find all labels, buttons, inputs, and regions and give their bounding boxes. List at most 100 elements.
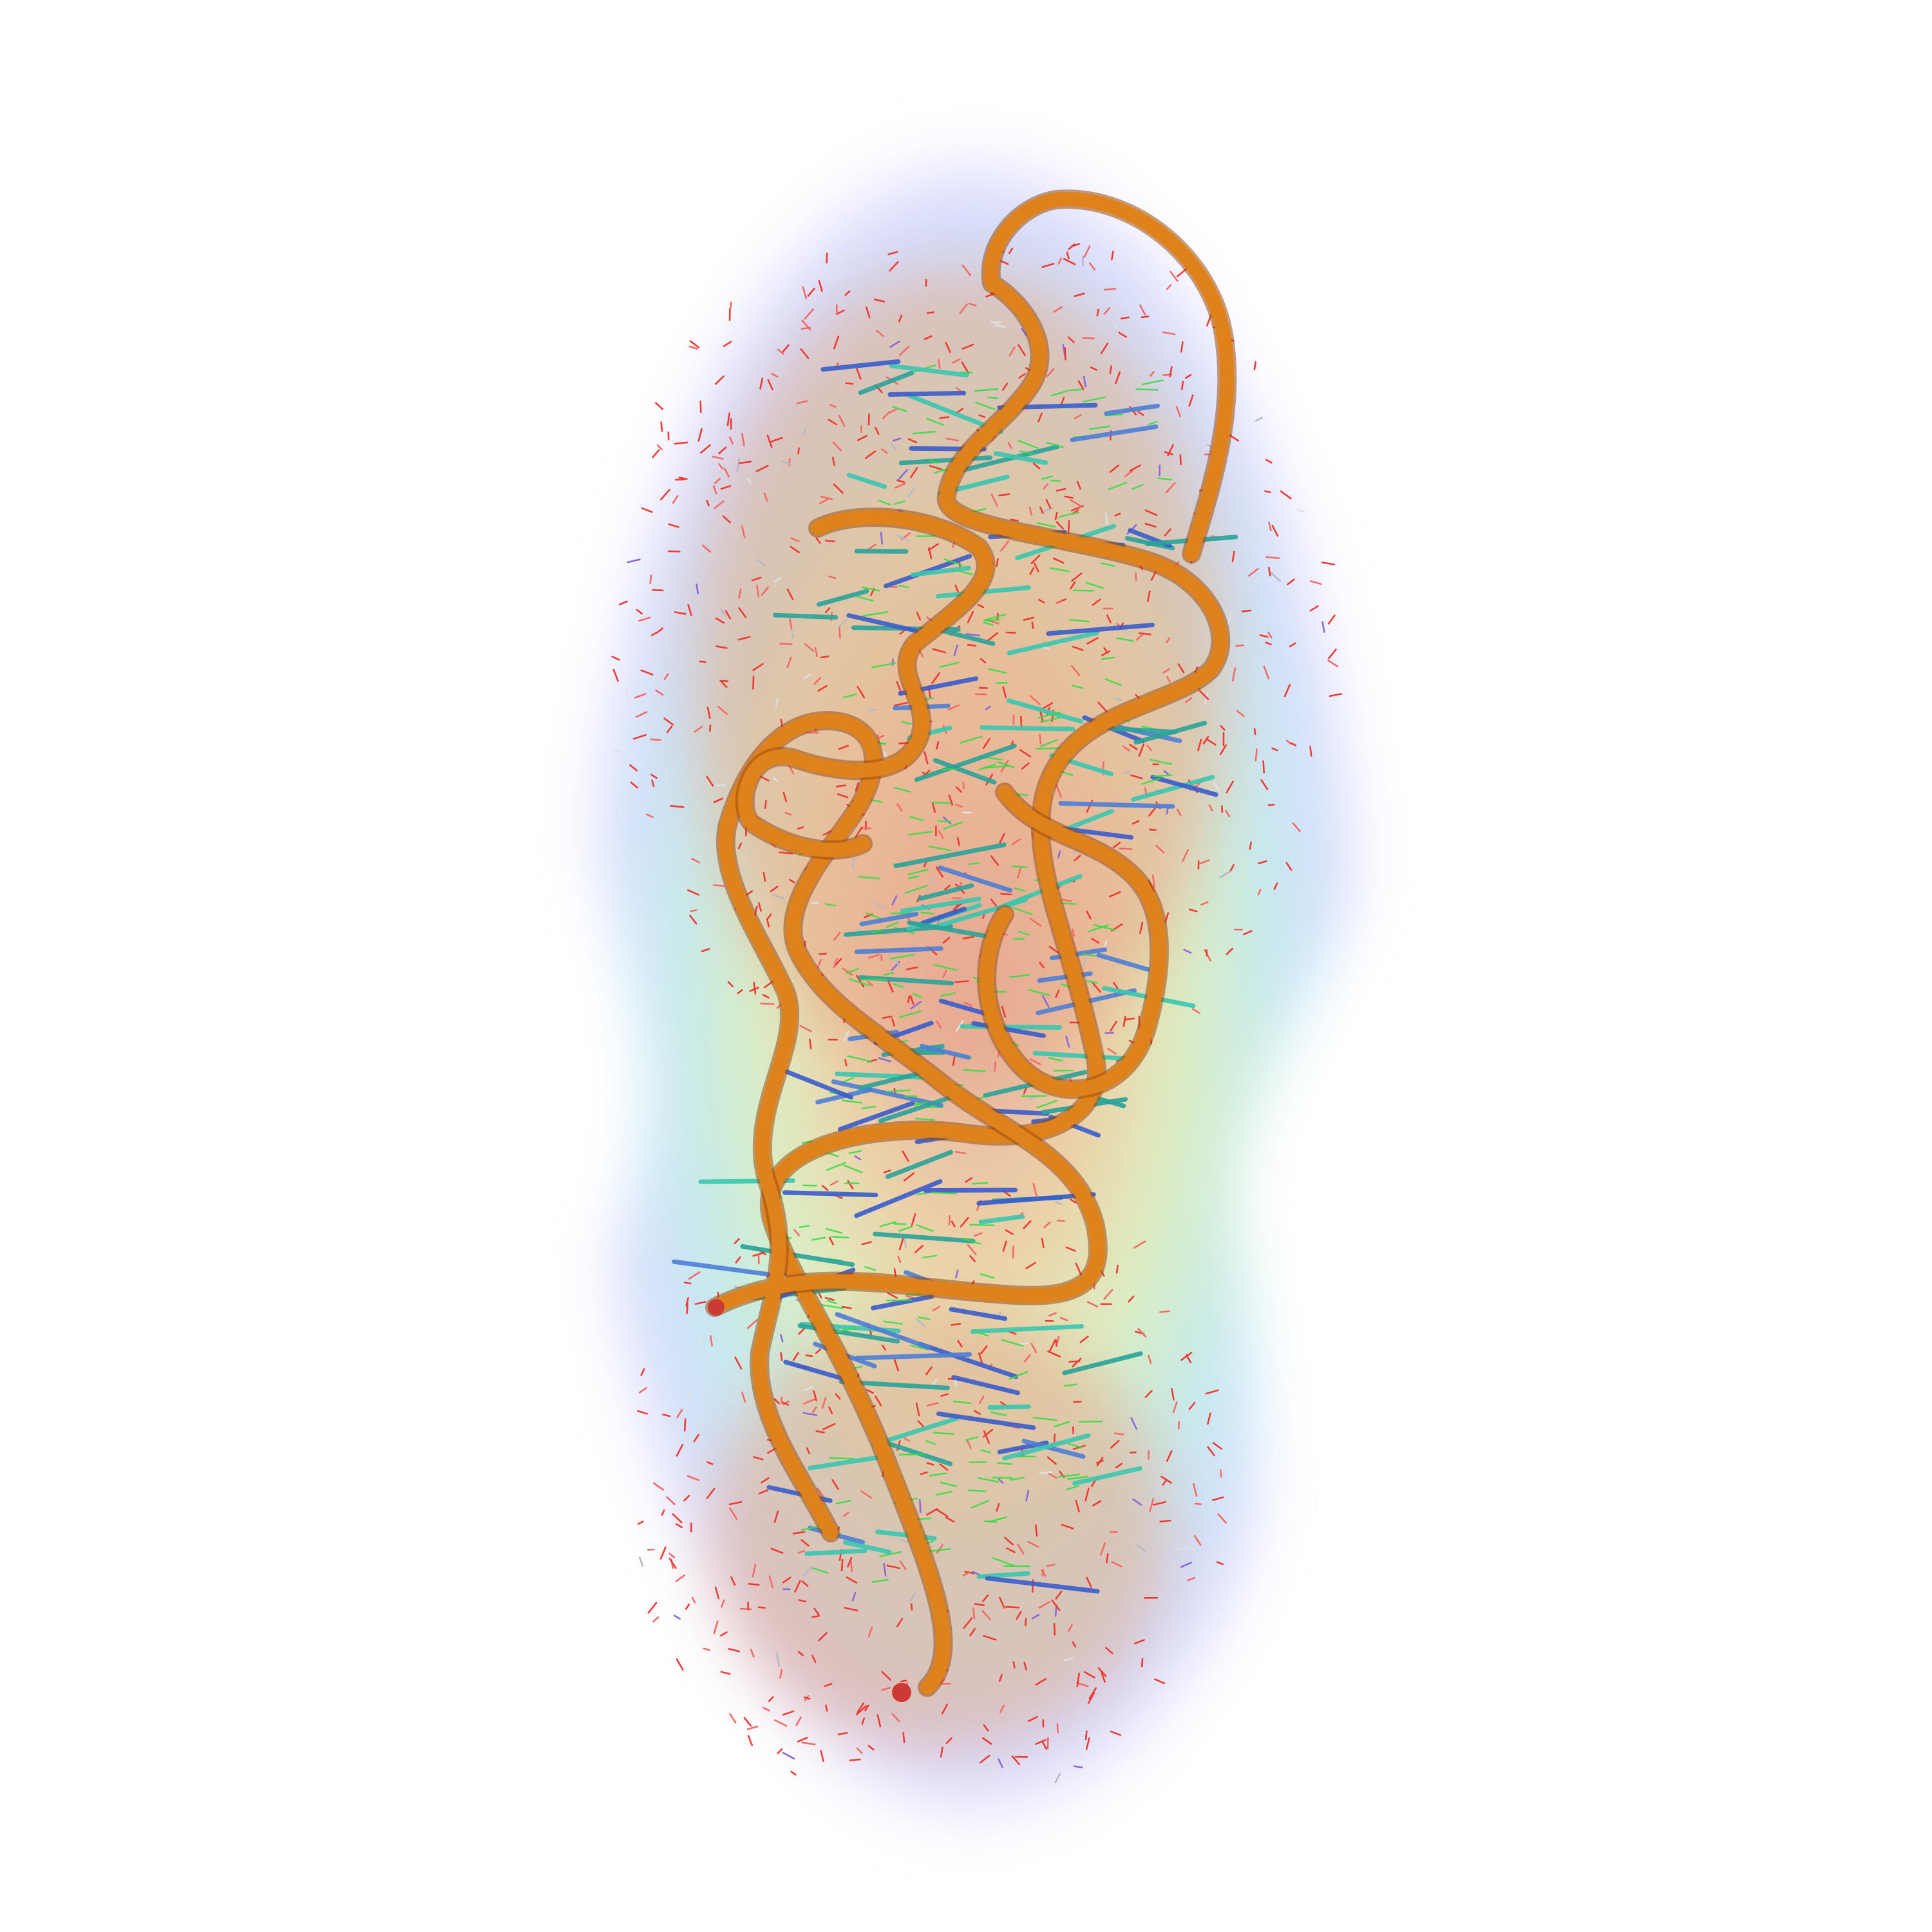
solvent-molecule — [1038, 1601, 1051, 1609]
base-pair-stick — [978, 1214, 1025, 1225]
solvent-molecule — [1137, 1328, 1147, 1338]
ribose-stick — [1041, 475, 1053, 480]
solvent-molecule — [1144, 509, 1158, 516]
ribose-stick — [925, 417, 945, 426]
solvent-molecule — [1072, 645, 1084, 651]
solvent-molecule — [1023, 1220, 1032, 1229]
ribose-stick — [825, 1227, 842, 1234]
ribose-stick — [1048, 1057, 1063, 1062]
solvent-molecule — [838, 618, 848, 628]
solvent-molecule — [706, 1488, 715, 1499]
rna-backbone — [705, 189, 1237, 1702]
base-pair-stick — [949, 444, 1060, 475]
solvent-molecule — [829, 1180, 838, 1186]
base-pair-stick — [914, 743, 1017, 782]
solvent-molecule — [854, 1155, 861, 1160]
solvent-molecule — [1212, 1442, 1223, 1450]
solvent-molecule — [800, 327, 811, 330]
solvent-molecule — [817, 959, 822, 969]
solvent-molecule — [717, 706, 728, 715]
solvent-molecule — [1066, 251, 1070, 260]
ribose-stick — [842, 1099, 863, 1104]
solvent-molecule — [838, 744, 849, 750]
ribose-stick — [943, 558, 963, 566]
solvent-molecule — [1086, 1301, 1099, 1308]
solvent-molecule — [1041, 702, 1054, 710]
solvent-molecule — [1032, 462, 1041, 469]
backbone-strand-d — [980, 785, 1166, 1097]
solvent-molecule — [1263, 665, 1270, 679]
solvent-molecule — [998, 1478, 1004, 1484]
solvent-molecule — [1029, 567, 1035, 575]
solvent-molecule — [1197, 739, 1202, 752]
solvent-molecule — [864, 1704, 869, 1712]
solvent-molecule — [651, 779, 655, 788]
solvent-molecule — [1138, 743, 1145, 757]
solvent-molecule — [898, 345, 909, 357]
solvent-molecule — [1053, 1433, 1056, 1443]
solvent-molecule — [1063, 1657, 1074, 1662]
solvent-molecule — [1129, 744, 1138, 750]
base-pair-stick — [817, 589, 869, 607]
solvent-molecule — [746, 1319, 758, 1329]
solvent-molecule — [1149, 371, 1155, 377]
solvent-molecule — [792, 1352, 799, 1361]
solvent-molecule — [874, 1395, 882, 1406]
solvent-molecule — [953, 644, 958, 656]
solvent-molecule — [942, 969, 947, 978]
solvent-molecule — [1199, 859, 1210, 864]
solvent-molecule — [1072, 1358, 1082, 1368]
solvent-molecule — [1054, 1772, 1061, 1784]
solvent-molecule — [977, 603, 985, 609]
solvent-molecule — [700, 444, 711, 454]
solvent-molecule — [987, 632, 998, 642]
ribose-stick — [918, 1316, 931, 1320]
ribose-stick — [800, 1526, 820, 1531]
solvent-molecule — [1025, 1618, 1027, 1627]
solvent-molecule — [1057, 1220, 1065, 1222]
solvent-molecule — [1128, 1295, 1135, 1303]
ribose-stick — [901, 721, 912, 725]
solvent-molecule — [756, 559, 767, 567]
solvent-molecule — [802, 1412, 818, 1416]
ribose-stick — [952, 1400, 972, 1404]
base-pair-stick — [858, 1070, 923, 1090]
solvent-molecule — [786, 588, 794, 600]
ribose-stick — [968, 862, 980, 866]
solvent-molecule — [1106, 614, 1112, 623]
solvent-molecule — [792, 1531, 806, 1535]
ribose-stick — [862, 586, 880, 592]
solvent-molecule — [1130, 774, 1143, 779]
solvent-molecule — [713, 797, 723, 803]
solvent-molecule — [883, 1563, 887, 1577]
base-pair-stick — [858, 975, 954, 986]
solvent-molecule — [1082, 337, 1095, 339]
ribose-stick — [811, 1567, 829, 1574]
solvent-molecule — [1327, 614, 1336, 625]
solvent-molecule — [963, 1617, 973, 1629]
solvent-molecule — [1172, 1401, 1178, 1414]
ribose-stick — [898, 585, 909, 589]
solvent-molecule — [955, 1269, 959, 1278]
solvent-molecule — [899, 1539, 909, 1543]
solvent-molecule — [1153, 1501, 1166, 1506]
solvent-molecule — [856, 1747, 863, 1754]
solvent-molecule — [979, 1754, 990, 1764]
solvent-molecule — [703, 1647, 710, 1651]
solvent-molecule — [1009, 346, 1016, 357]
solvent-molecule — [770, 886, 779, 893]
ribose-stick — [912, 431, 936, 435]
ribose-stick — [871, 662, 896, 668]
solvent-molecule — [813, 1390, 817, 1401]
solvent-molecule — [967, 1244, 977, 1255]
solvent-molecule — [841, 250, 853, 260]
solvent-molecule — [1048, 945, 1060, 954]
solvent-molecule — [715, 645, 728, 649]
ribose-stick — [1083, 396, 1106, 403]
solvent-molecule — [1321, 621, 1325, 633]
solvent-molecule — [713, 1620, 719, 1634]
ribose-stick — [941, 768, 956, 771]
solvent-molecule — [1068, 1360, 1081, 1363]
solvent-molecule — [729, 1507, 738, 1520]
solvent-molecule — [831, 1479, 839, 1490]
